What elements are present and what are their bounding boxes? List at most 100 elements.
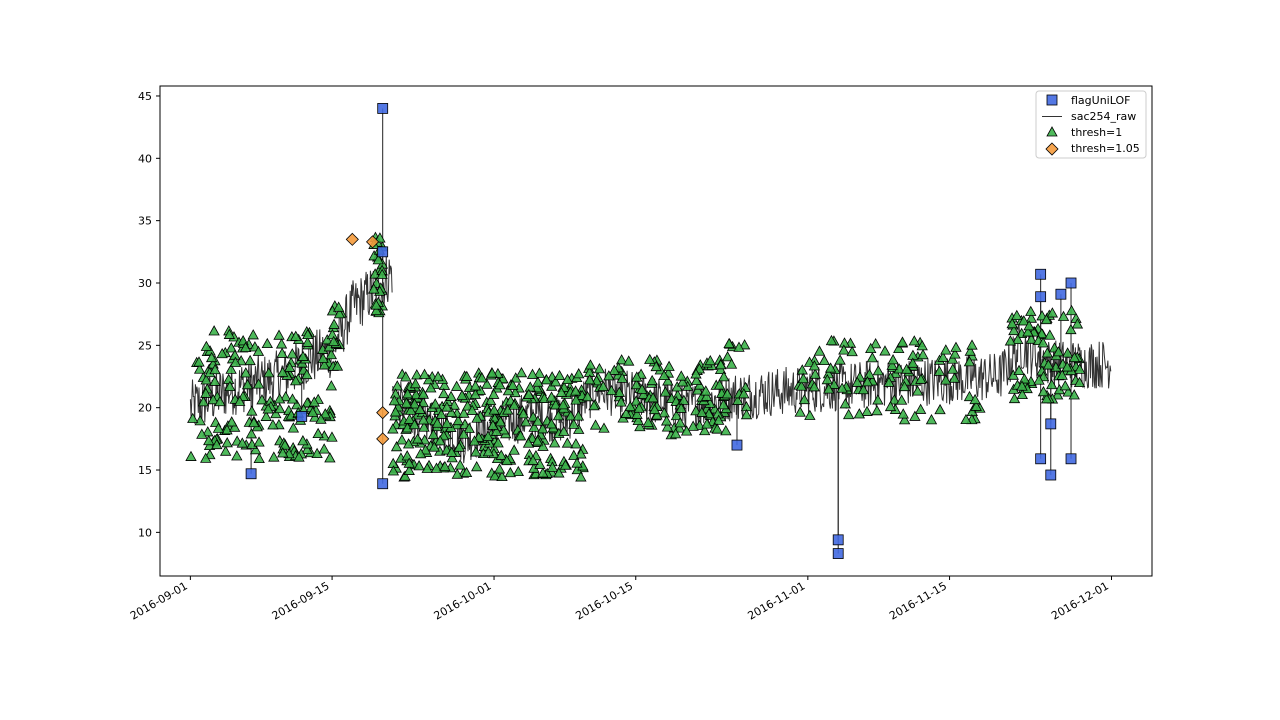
thresh-1-point bbox=[573, 423, 585, 434]
thresh-1-point bbox=[908, 335, 920, 346]
thresh-1-point bbox=[658, 369, 670, 381]
flaguni-lof-point bbox=[1045, 469, 1057, 481]
thresh-1-point bbox=[895, 394, 908, 405]
thresh-1-point bbox=[631, 371, 643, 382]
thresh-1-point bbox=[308, 396, 320, 407]
thresh-1-point bbox=[197, 396, 210, 407]
thresh-1-point bbox=[419, 444, 432, 455]
thresh-1-point bbox=[286, 393, 299, 404]
thresh-1-point bbox=[937, 351, 949, 362]
thresh-1-point bbox=[568, 418, 580, 429]
thresh-1-point bbox=[690, 405, 702, 416]
y-tick-label: 15 bbox=[138, 464, 152, 477]
thresh-1-point bbox=[260, 410, 272, 421]
flaguni-lof-point bbox=[1035, 268, 1047, 280]
thresh-1-point bbox=[370, 304, 383, 316]
thresh-1-point bbox=[1037, 385, 1050, 397]
thresh-1-point bbox=[909, 410, 921, 421]
thresh-1-point bbox=[231, 450, 243, 461]
thresh-1-point bbox=[637, 388, 650, 399]
thresh-1-point bbox=[631, 408, 643, 419]
thresh-1-point bbox=[291, 399, 303, 410]
thresh-1-point bbox=[418, 368, 431, 379]
thresh-1-point bbox=[696, 406, 708, 417]
y-tick-label: 10 bbox=[138, 526, 152, 539]
thresh-1-point bbox=[630, 395, 642, 406]
thresh-1-point bbox=[221, 437, 233, 448]
thresh-1-point bbox=[245, 428, 258, 439]
thresh-1-point bbox=[1056, 369, 1068, 380]
thresh-1-point bbox=[488, 388, 500, 399]
thresh-1-point bbox=[886, 359, 898, 370]
thresh-1-point bbox=[405, 404, 417, 415]
thresh-1-point bbox=[1068, 389, 1080, 400]
thresh-1-point bbox=[273, 393, 286, 404]
thresh-1-point bbox=[273, 329, 285, 340]
flaguni-lof-point bbox=[832, 548, 844, 559]
thresh-1-point bbox=[842, 408, 855, 420]
thresh-1-point bbox=[700, 385, 712, 396]
thresh-1-point bbox=[940, 374, 952, 385]
thresh-1-point bbox=[202, 426, 214, 437]
thresh-1-point bbox=[326, 431, 338, 442]
thresh-1-point bbox=[514, 430, 527, 441]
thresh-1-point bbox=[531, 435, 544, 446]
thresh-1-point bbox=[808, 360, 821, 371]
thresh-1-point bbox=[211, 438, 223, 450]
thresh-1-point bbox=[659, 386, 672, 397]
thresh-1-point bbox=[648, 403, 661, 415]
y-tick-label: 45 bbox=[138, 90, 152, 103]
y-tick-label: 40 bbox=[138, 152, 152, 165]
thresh-1-point bbox=[414, 403, 426, 414]
thresh-1-point bbox=[701, 418, 713, 429]
sac254-raw-series-line bbox=[392, 324, 1112, 464]
thresh-1-point bbox=[559, 459, 572, 470]
thresh-1-point bbox=[1016, 388, 1028, 400]
thresh-1-point bbox=[408, 398, 421, 409]
thresh-1-point bbox=[325, 348, 338, 360]
thresh-1-point bbox=[494, 416, 507, 427]
thresh-1-point bbox=[450, 380, 463, 391]
thresh-1-point bbox=[387, 465, 400, 476]
thresh-1-point bbox=[411, 369, 423, 380]
thresh-1-point bbox=[434, 435, 446, 446]
thresh-1-point bbox=[403, 464, 415, 475]
thresh-1-point bbox=[333, 308, 346, 319]
thresh-1-point bbox=[738, 388, 750, 399]
thresh-1-point bbox=[675, 402, 687, 413]
thresh-1-point bbox=[469, 388, 482, 399]
thresh-1-point bbox=[432, 370, 444, 382]
thresh-1-point bbox=[279, 439, 291, 450]
thresh-1-point bbox=[887, 354, 899, 365]
thresh-1-point bbox=[624, 400, 636, 412]
thresh-1-point bbox=[698, 424, 711, 436]
thresh-1-point bbox=[224, 380, 236, 392]
thresh-1-point bbox=[435, 408, 448, 419]
thresh-1-point bbox=[1037, 337, 1049, 348]
thresh-1-point bbox=[481, 378, 493, 389]
thresh-1-point bbox=[489, 412, 501, 424]
thresh-1-point bbox=[212, 422, 225, 433]
thresh-1-point bbox=[897, 408, 909, 419]
thresh-1-point bbox=[1059, 380, 1071, 391]
thresh-1-point bbox=[297, 350, 309, 361]
thresh-1-point bbox=[297, 435, 309, 446]
thresh-1-point bbox=[441, 401, 453, 412]
thresh-1-point bbox=[413, 460, 425, 471]
thresh-1-point bbox=[1004, 335, 1017, 346]
thresh-1-point bbox=[287, 422, 300, 433]
thresh-1-point bbox=[883, 376, 895, 387]
thresh-1-point bbox=[226, 416, 238, 427]
thresh-1-point bbox=[1025, 305, 1037, 316]
thresh-1-point bbox=[263, 367, 275, 378]
thresh-1-point bbox=[225, 363, 237, 374]
thresh-1-point bbox=[570, 394, 582, 405]
thresh-1-point bbox=[401, 388, 414, 399]
thresh-1-point bbox=[484, 394, 497, 406]
thresh-1-point bbox=[504, 466, 517, 478]
thresh-1-point bbox=[223, 328, 236, 339]
thresh-1-point bbox=[275, 338, 288, 349]
flaguni-lof-point bbox=[1065, 453, 1077, 465]
thresh-1-point bbox=[268, 451, 280, 462]
flaguni-lof-point bbox=[832, 534, 844, 546]
